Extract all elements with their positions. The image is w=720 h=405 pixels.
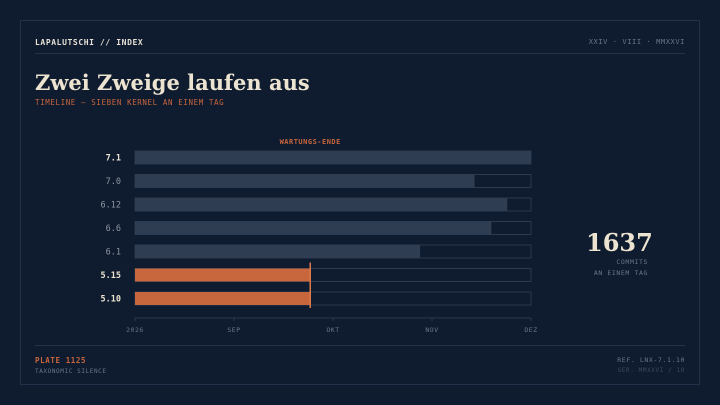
- category-label: 5.15: [101, 271, 121, 281]
- bar: [135, 292, 311, 305]
- stat-label-commits: COMMITS: [616, 258, 648, 266]
- page-title: Zwei Zweige laufen aus: [35, 70, 310, 95]
- bar: [135, 221, 492, 235]
- stat-value: 1637: [586, 228, 653, 257]
- date-label: XXIV · VIII · MMXXVI: [588, 38, 685, 46]
- stat-label-day: AN EINEM TAG: [593, 269, 648, 277]
- bar: [135, 151, 531, 164]
- footer-divider: [35, 345, 685, 346]
- plate-sub-label: TAXONOMIC SILENCE: [35, 368, 107, 375]
- bar: [135, 198, 508, 211]
- ref-label: REF. LNX-7.1.10: [617, 356, 685, 364]
- category-label: 7.1: [106, 154, 121, 164]
- bar: [135, 174, 475, 188]
- category-label: 6.12: [101, 201, 121, 211]
- bar: [135, 268, 311, 282]
- x-tick-label: NOV: [425, 326, 438, 334]
- page-subtitle: TIMELINE — SIEBEN KERNEL AN EINEM TAG: [35, 98, 225, 107]
- header-divider: [35, 53, 685, 54]
- category-label: 6.6: [106, 224, 121, 234]
- plate-label: PLATE 1125: [35, 356, 87, 365]
- brand-label: LAPALUTSCHI // INDEX: [35, 38, 144, 47]
- x-tick-label: OKT: [326, 326, 339, 334]
- bar: [135, 245, 421, 258]
- category-label: 5.10: [101, 295, 121, 305]
- series-label: SER. MMXXVI / 10: [617, 367, 685, 374]
- outer-frame: [20, 20, 700, 385]
- x-tick-label: SEP: [227, 326, 240, 334]
- category-label: 7.0: [106, 177, 121, 187]
- x-tick-label: DEZ: [524, 326, 537, 334]
- x-tick-label: 2026: [126, 326, 144, 334]
- category-label: 6.1: [106, 248, 121, 258]
- annotation-label: WARTUNGS-ENDE: [280, 138, 341, 146]
